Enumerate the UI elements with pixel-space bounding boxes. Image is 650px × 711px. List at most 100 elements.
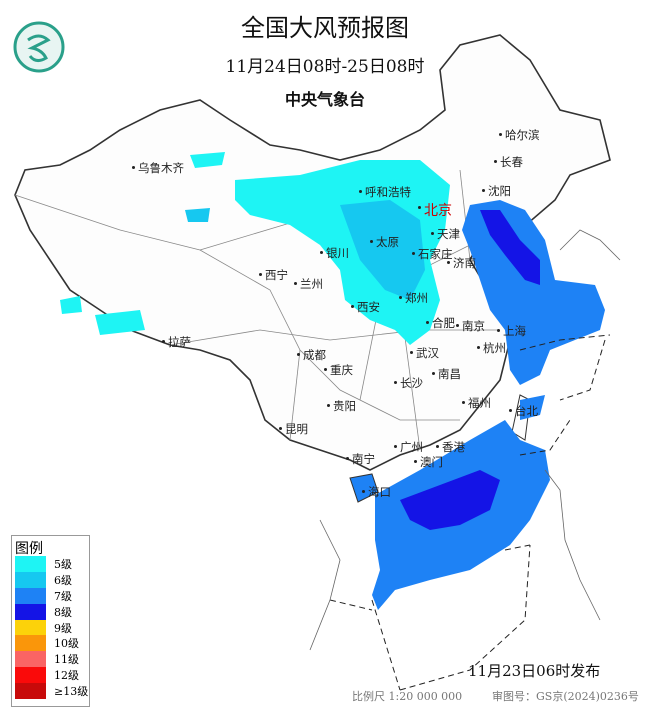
city-dot: [279, 427, 282, 430]
city-label: 武汉: [416, 346, 439, 360]
legend-label: 9级: [54, 621, 72, 635]
city-label: 台北: [515, 404, 538, 418]
city-label: 北京: [424, 203, 452, 219]
city-label: 南昌: [438, 367, 461, 381]
city-dot: [297, 353, 300, 356]
legend-swatch: [15, 667, 46, 684]
city-label: 澳门: [420, 455, 443, 469]
legend-swatch: [15, 571, 46, 588]
legend-swatch: [15, 651, 46, 668]
review-number: 审图号：GS京(2024)0236号: [492, 690, 639, 703]
city-label: 太原: [376, 235, 399, 249]
city-dot: [414, 460, 417, 463]
city-dot: [362, 490, 365, 493]
map-title: 全国大风预报图: [241, 14, 409, 42]
wind-level-5-6-areas: [60, 152, 450, 345]
legend-item: 5级: [15, 556, 89, 572]
legend-item: 11级: [15, 651, 89, 668]
legend-swatch: [15, 556, 46, 572]
city-dot: [497, 329, 500, 332]
legend-label: 5级: [54, 557, 72, 571]
city-dot: [399, 296, 402, 299]
legend-item: 12级: [15, 667, 89, 684]
legend: 图例 5级 6级 7级 8级 9级 10级 11级 12级 ≥13级: [11, 535, 90, 707]
city-dot: [412, 252, 415, 255]
city-label: 香港: [442, 440, 465, 454]
city-label: 南宁: [352, 452, 375, 466]
legend-item: 10级: [15, 635, 89, 652]
legend-swatch: [15, 683, 46, 700]
city-label: 长春: [500, 155, 523, 169]
city-dot: [432, 372, 435, 375]
legend-item: 7级: [15, 587, 89, 604]
city-dot: [394, 445, 397, 448]
city-label: 杭州: [483, 341, 506, 355]
city-dot: [259, 273, 262, 276]
city-dot: [320, 251, 323, 254]
map-scale: 比例尺 1:20 000 000: [352, 690, 463, 703]
legend-title: 图例: [15, 541, 43, 557]
legend-label: 8级: [54, 605, 72, 619]
city-label: 乌鲁木齐: [138, 161, 184, 175]
legend-item: 8级: [15, 603, 89, 620]
city-label: 海口: [368, 485, 391, 499]
city-dot: [294, 282, 297, 285]
city-label: 福州: [468, 396, 491, 410]
city-dot: [462, 401, 465, 404]
city-dot: [351, 305, 354, 308]
city-dot: [431, 232, 434, 235]
legend-label: 10级: [54, 637, 79, 651]
legend-swatch: [15, 635, 46, 652]
city-label: 西安: [357, 300, 380, 314]
city-label: 济南: [453, 256, 476, 270]
city-label: 兰州: [300, 277, 323, 291]
city-dot: [410, 351, 413, 354]
city-label: 长沙: [400, 376, 423, 390]
city-label: 哈尔滨: [505, 128, 540, 142]
issue-time: 11月23日06时发布: [468, 662, 601, 680]
city-label: 呼和浩特: [365, 185, 411, 199]
city-label: 银川: [326, 246, 349, 260]
agency-name: 中央气象台: [284, 90, 365, 109]
city-dot: [447, 261, 450, 264]
legend-swatch: [15, 603, 46, 620]
city-dot: [494, 160, 497, 163]
city-dot: [132, 166, 135, 169]
forecast-period: 11月24日08时-25日08时: [225, 57, 425, 77]
city-dot: [324, 368, 327, 371]
city-dot: [482, 189, 485, 192]
city-label: 上海: [503, 324, 526, 338]
city-dot: [456, 324, 459, 327]
legend-label: ≥13级: [54, 685, 89, 699]
city-label: 合肥: [432, 316, 455, 330]
city-dot: [418, 206, 421, 209]
city-label: 沈阳: [488, 184, 511, 198]
city-label: 贵阳: [333, 399, 356, 413]
city-dot: [346, 457, 349, 460]
city-label: 南京: [462, 319, 485, 333]
city-dot: [509, 409, 512, 412]
city-dot: [162, 340, 165, 343]
city-label: 西宁: [265, 268, 288, 282]
legend-label: 12级: [54, 669, 79, 683]
city-dot: [327, 404, 330, 407]
city-dot: [477, 346, 480, 349]
city-label: 郑州: [405, 291, 428, 305]
cma-logo: [13, 21, 65, 73]
city-dot: [426, 321, 429, 324]
legend-item: ≥13级: [15, 683, 89, 700]
legend-label: 11级: [54, 653, 79, 667]
legend-item: 6级: [15, 571, 89, 588]
city-label: 广州: [400, 440, 423, 454]
sea-boundaries: [329, 334, 611, 691]
legend-label: 6级: [54, 573, 72, 587]
legend-swatch: [15, 619, 46, 636]
city-label: 石家庄: [418, 247, 453, 261]
city-dot: [394, 381, 397, 384]
city-label: 成都: [303, 348, 326, 362]
legend-label: 7级: [54, 589, 72, 603]
legend-item: 9级: [15, 619, 89, 636]
city-label: 拉萨: [168, 335, 191, 349]
city-dot: [499, 133, 502, 136]
